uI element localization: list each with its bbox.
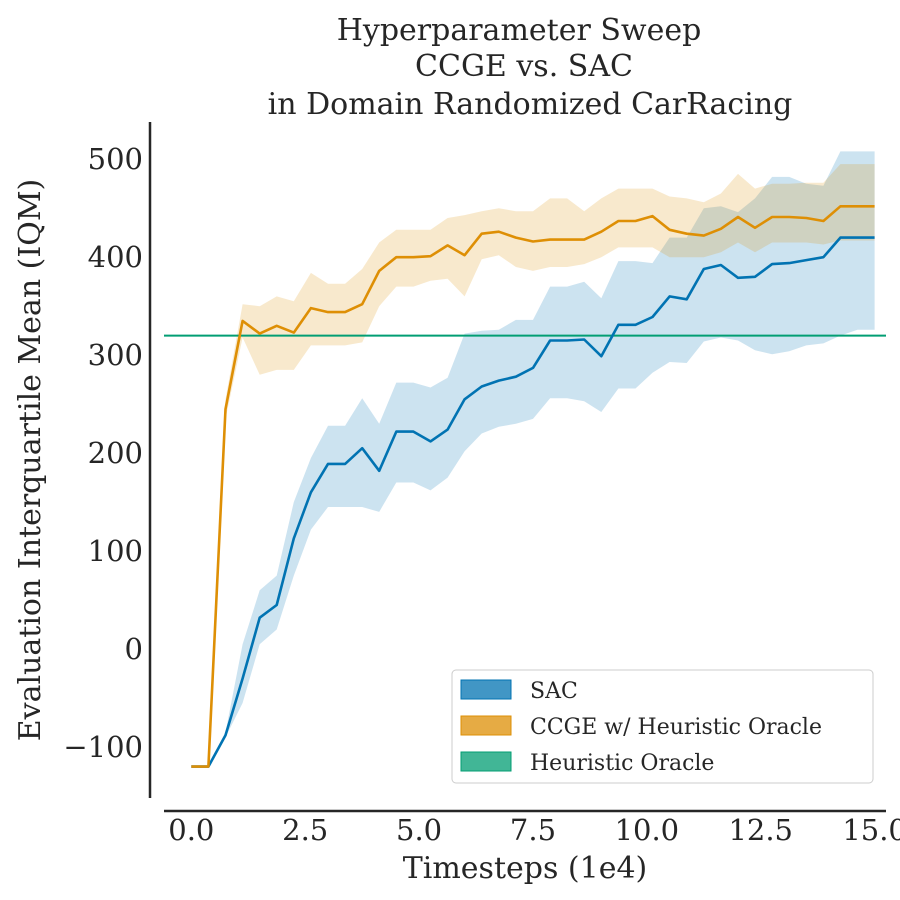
sac-band: [191, 151, 875, 767]
sac-legend-swatch: [460, 679, 512, 700]
ccge-w-heuristic-oracle-band: [191, 164, 875, 767]
x-tick-label: 12.5: [728, 813, 793, 847]
ccge-w-heuristic-oracle-line: [191, 205, 875, 768]
x-tick-label: 10.0: [615, 813, 680, 847]
y-tick-label: 500: [88, 142, 143, 176]
series-lines: [191, 205, 875, 768]
y-tick-label: 0: [125, 632, 143, 666]
x-axis-label: Timesteps (1e4): [403, 851, 647, 886]
sac-legend-label: SAC: [530, 679, 578, 704]
y-tick-label: −100: [63, 730, 143, 764]
x-tick-labels: 0.0 2.5 5.0 7.5 10.0 12.5 15.0: [168, 813, 900, 847]
y-axis-label: Evaluation Interquartile Mean (IQM): [13, 179, 48, 742]
chart-title-line-3: in Domain Randomized CarRacing: [268, 87, 793, 122]
legend-frame: [451, 669, 874, 784]
chart-title-line-2: CCGE vs. SAC: [415, 49, 633, 84]
heuristic-oracle-legend-label: Heuristic Oracle: [530, 751, 714, 776]
x-tick-label: 0.0: [168, 813, 214, 847]
y-tick-labels: −100 0 100 200 300 400 500: [63, 142, 143, 764]
legend: SAC CCGE w/ Heuristic Oracle Heuristic Ora…: [451, 669, 874, 784]
y-tick-label: 300: [88, 338, 143, 372]
heuristic-oracle-legend-swatch: [460, 751, 512, 772]
confidence-bands: [191, 151, 875, 767]
x-tick-label: 2.5: [282, 813, 328, 847]
x-tick-label: 5.0: [396, 813, 442, 847]
sac-line: [191, 236, 875, 768]
x-tick-label: 7.5: [510, 813, 556, 847]
y-tick-label: 400: [88, 240, 143, 274]
chart-title-line-1: Hyperparameter Sweep: [337, 13, 702, 48]
ccge-w-heuristic-oracle-legend-label: CCGE w/ Heuristic Oracle: [530, 715, 822, 740]
y-tick-label: 100: [88, 534, 143, 568]
chart-title: Hyperparameter Sweep CCGE vs. SAC in Dom…: [268, 13, 793, 122]
ccge-w-heuristic-oracle-legend-swatch: [460, 715, 512, 736]
x-tick-label: 15.0: [842, 813, 900, 847]
y-tick-label: 200: [88, 436, 143, 470]
